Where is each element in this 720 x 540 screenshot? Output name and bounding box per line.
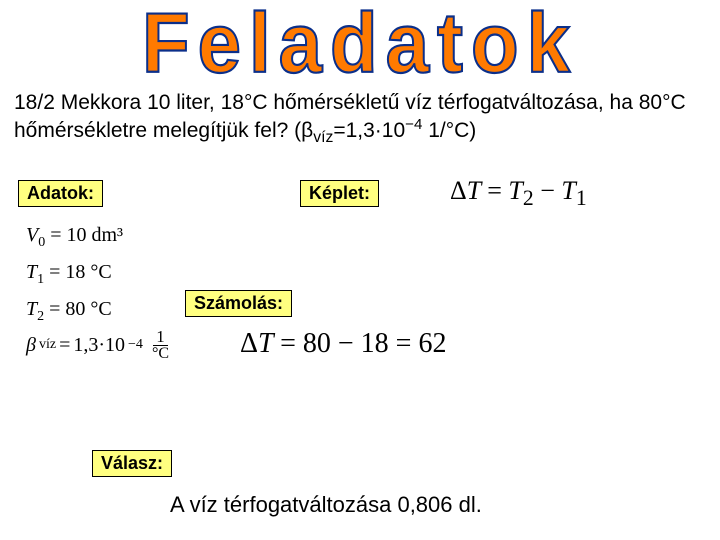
formula-deltaT: ΔT = T2 − T1 [450, 176, 587, 211]
title-block: Feladatok [0, 0, 720, 82]
problem-text: 18/2 Mekkora 10 liter, 18°C hőmérsékletű… [14, 91, 686, 142]
szamolas-label: Számolás: [185, 290, 292, 317]
data-beta: βvíz =1,3·10−4 1 °C [26, 328, 172, 362]
problem-statement: 18/2 Mekkora 10 liter, 18°C hőmérsékletű… [0, 82, 720, 148]
keplet-label: Képlet: [300, 180, 379, 207]
adatok-list: V0 = 10 dm³ T1 = 18 °C T2 = 80 °C βvíz =… [26, 218, 172, 362]
data-t2: T2 = 80 °C [26, 292, 172, 329]
adatok-label: Adatok: [18, 180, 103, 207]
valasz-label: Válasz: [92, 450, 172, 477]
data-v0: V0 = 10 dm³ [26, 218, 172, 255]
data-t1: T1 = 18 °C [26, 255, 172, 292]
page-title: Feladatok [142, 1, 578, 85]
calculation: ΔT = 80 − 18 = 62 [240, 328, 446, 360]
answer-text: A víz térfogatváltozása 0,806 dl. [170, 492, 482, 518]
